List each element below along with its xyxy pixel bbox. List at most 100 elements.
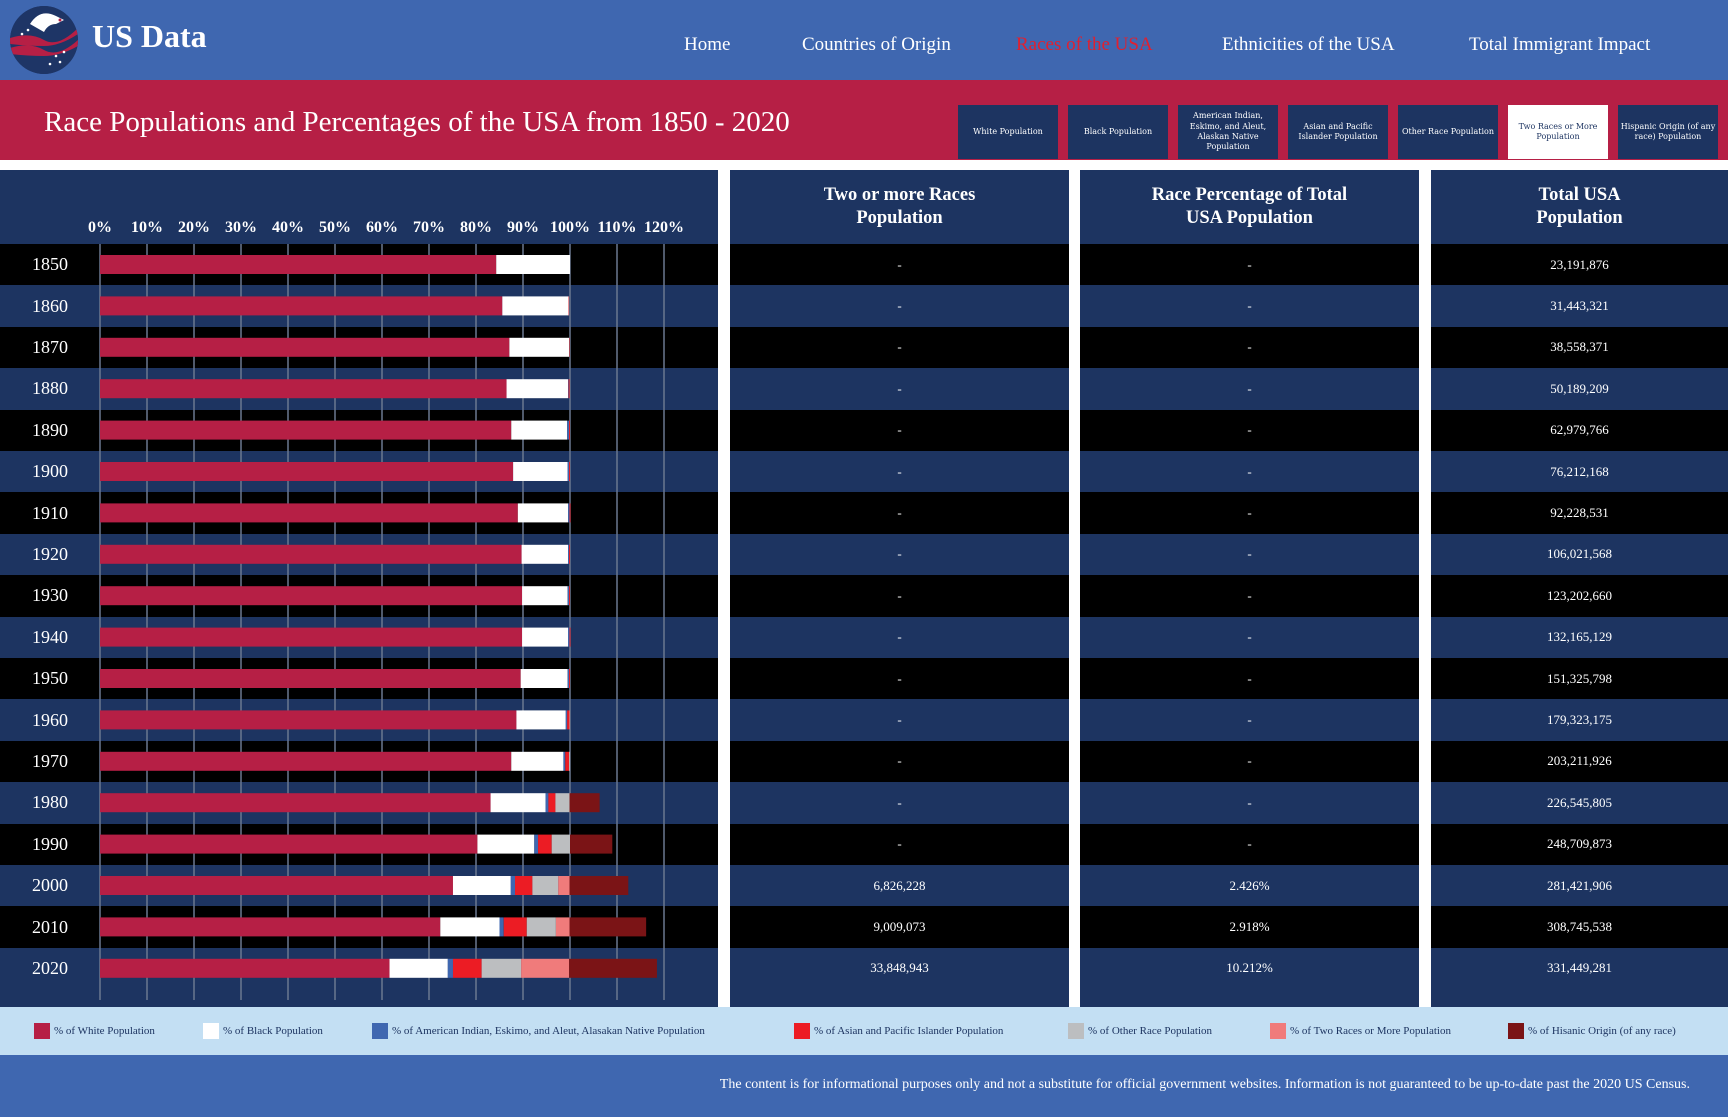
- bar-segment-1990-series-4[interactable]: [551, 834, 570, 854]
- bar-segment-2000-series-1[interactable]: [452, 876, 511, 895]
- bar-segment-1880-series-3[interactable]: [568, 379, 570, 399]
- total-population-row: 31,443,321: [1431, 285, 1728, 326]
- bar-segment-1950-series-2[interactable]: [567, 669, 570, 688]
- race-percentage-row: 2.918%: [1080, 906, 1419, 948]
- bar-segment-1880-series-0[interactable]: [100, 379, 507, 399]
- bar-segment-1960-series-2[interactable]: [565, 710, 568, 730]
- two-races-row: -: [730, 617, 1069, 658]
- bar-segment-2000-series-2[interactable]: [510, 876, 516, 895]
- bar-segment-1890-series-1[interactable]: [511, 420, 568, 440]
- bar-segment-2010-series-4[interactable]: [526, 917, 556, 937]
- bar-segment-1890-series-3[interactable]: [569, 420, 570, 440]
- bar-segment-1920-series-2[interactable]: [568, 544, 570, 564]
- chart-row: 1920: [0, 534, 718, 575]
- bar-segment-1910-series-3[interactable]: [569, 503, 571, 523]
- bar-segment-1860-series-1[interactable]: [502, 296, 569, 316]
- nav-total-immigrant-impact[interactable]: Total Immigrant Impact: [1469, 34, 1651, 55]
- bar-segment-2010-series-3[interactable]: [503, 917, 527, 937]
- bar-segment-1980-series-3[interactable]: [548, 793, 556, 813]
- nav-ethnicities-of-the-usa[interactable]: Ethnicities of the USA: [1222, 34, 1395, 55]
- bar-segment-1950-series-0[interactable]: [100, 669, 521, 688]
- brand-name[interactable]: US Data: [92, 18, 207, 54]
- bar-segment-1920-series-3[interactable]: [569, 544, 570, 564]
- bar-segment-1890-series-0[interactable]: [100, 420, 512, 440]
- bar-segment-2020-series-2[interactable]: [447, 958, 453, 978]
- nav-countries-of-origin[interactable]: Countries of Origin: [802, 34, 951, 55]
- bar-segment-2000-series-4[interactable]: [532, 876, 559, 895]
- eagle-flag-logo-icon[interactable]: [10, 6, 78, 74]
- bar-segment-1970-series-2[interactable]: [563, 751, 566, 771]
- bar-segment-1960-series-0[interactable]: [100, 710, 517, 730]
- bar-segment-1900-series-1[interactable]: [513, 462, 568, 481]
- bar-segment-1960-series-1[interactable]: [516, 710, 566, 730]
- bar-segment-1930-series-0[interactable]: [100, 586, 523, 606]
- bar-segment-2010-series-2[interactable]: [499, 917, 504, 937]
- bar-segment-1990-series-1[interactable]: [477, 834, 535, 854]
- filter-black-population[interactable]: Black Population: [1068, 105, 1168, 159]
- bar-segment-2020-series-3[interactable]: [452, 958, 482, 978]
- bar-segment-1900-series-0[interactable]: [100, 462, 514, 481]
- bar-segment-1940-series-1[interactable]: [522, 627, 569, 647]
- nav-home[interactable]: Home: [684, 34, 731, 55]
- bar-segment-1890-series-2[interactable]: [567, 420, 570, 440]
- bar-segment-1910-series-1[interactable]: [517, 503, 569, 523]
- bar-segment-1850-series-1[interactable]: [496, 255, 570, 274]
- nav-races-of-the-usa[interactable]: Races of the USA: [1016, 34, 1153, 55]
- bar-segment-1980-series-4[interactable]: [555, 793, 570, 813]
- filter-white-population[interactable]: White Population: [958, 105, 1058, 159]
- bar-segment-2020-series-1[interactable]: [389, 958, 448, 978]
- bar-segment-1990-series-2[interactable]: [534, 834, 539, 854]
- bar-segment-1980-series-2[interactable]: [545, 793, 549, 813]
- bar-segment-1860-series-0[interactable]: [100, 296, 503, 316]
- filter-other-race-population[interactable]: Other Race Population: [1398, 105, 1498, 159]
- bar-segment-1930-series-1[interactable]: [522, 586, 568, 606]
- two-races-row-value: -: [897, 256, 902, 272]
- bar-segment-1940-series-2[interactable]: [568, 627, 570, 647]
- bar-segment-1940-series-0[interactable]: [100, 627, 523, 647]
- bar-segment-2000-series-3[interactable]: [515, 876, 533, 895]
- bar-segment-1850-series-0[interactable]: [100, 255, 497, 274]
- bar-segment-2010-series-5[interactable]: [555, 917, 570, 937]
- bar-segment-1900-series-3[interactable]: [569, 462, 570, 481]
- bar-segment-2000-series-0[interactable]: [100, 876, 453, 895]
- bar-segment-1970-series-3[interactable]: [565, 751, 570, 771]
- bar-segment-2020-series-6[interactable]: [569, 958, 657, 978]
- bar-segment-1980-series-0[interactable]: [100, 793, 491, 813]
- bar-segment-1870-series-0[interactable]: [100, 337, 510, 357]
- bar-segment-1970-series-4[interactable]: [569, 751, 570, 771]
- bar-segment-1870-series-1[interactable]: [509, 337, 570, 357]
- bar-segment-2020-series-4[interactable]: [481, 958, 522, 978]
- bar-segment-1990-series-3[interactable]: [538, 834, 552, 854]
- bar-segment-2020-series-5[interactable]: [521, 958, 570, 978]
- bar-segment-1950-series-3[interactable]: [569, 669, 570, 688]
- bar-segment-1990-series-6[interactable]: [570, 834, 613, 854]
- bar-segment-2000-series-5[interactable]: [558, 876, 570, 895]
- bar-segment-1970-series-0[interactable]: [100, 751, 512, 771]
- year-label: 2000: [32, 875, 68, 896]
- bar-segment-1990-series-0[interactable]: [100, 834, 478, 854]
- bar-segment-1900-series-2[interactable]: [567, 462, 570, 481]
- race-percentage-row-value: -: [1247, 712, 1252, 728]
- bar-segment-2010-series-0[interactable]: [100, 917, 441, 937]
- bar-segment-1920-series-1[interactable]: [521, 544, 569, 564]
- bar-segment-1940-series-3[interactable]: [569, 627, 571, 647]
- bar-segment-1960-series-3[interactable]: [567, 710, 570, 730]
- bar-segment-1930-series-2[interactable]: [567, 586, 570, 606]
- bar-segment-1910-series-0[interactable]: [100, 503, 518, 523]
- bar-segment-1930-series-3[interactable]: [569, 586, 570, 606]
- filter-two-races-or-more-population[interactable]: Two Races or More Population: [1508, 105, 1608, 159]
- bar-segment-2010-series-1[interactable]: [440, 917, 500, 937]
- bar-segment-2010-series-6[interactable]: [569, 917, 647, 937]
- bar-segment-1970-series-1[interactable]: [511, 751, 564, 771]
- filter-hispanic-origin-population[interactable]: Hispanic Origin (of any race) Population: [1618, 105, 1718, 159]
- bar-segment-1980-series-1[interactable]: [490, 793, 546, 813]
- filter-asian-pacific-islander-population[interactable]: Asian and Pacific Islander Population: [1288, 105, 1388, 159]
- bar-segment-1980-series-6[interactable]: [569, 793, 600, 813]
- bar-segment-1920-series-0[interactable]: [100, 544, 522, 564]
- filter-american-indian-population[interactable]: American Indian, Eskimo, and Aleut, Alas…: [1178, 105, 1278, 159]
- bar-segment-1910-series-2[interactable]: [568, 503, 570, 523]
- bar-segment-1950-series-1[interactable]: [520, 669, 568, 688]
- bar-segment-2000-series-6[interactable]: [569, 876, 629, 895]
- bar-segment-1880-series-1[interactable]: [506, 379, 569, 399]
- bar-segment-2020-series-0[interactable]: [100, 958, 390, 978]
